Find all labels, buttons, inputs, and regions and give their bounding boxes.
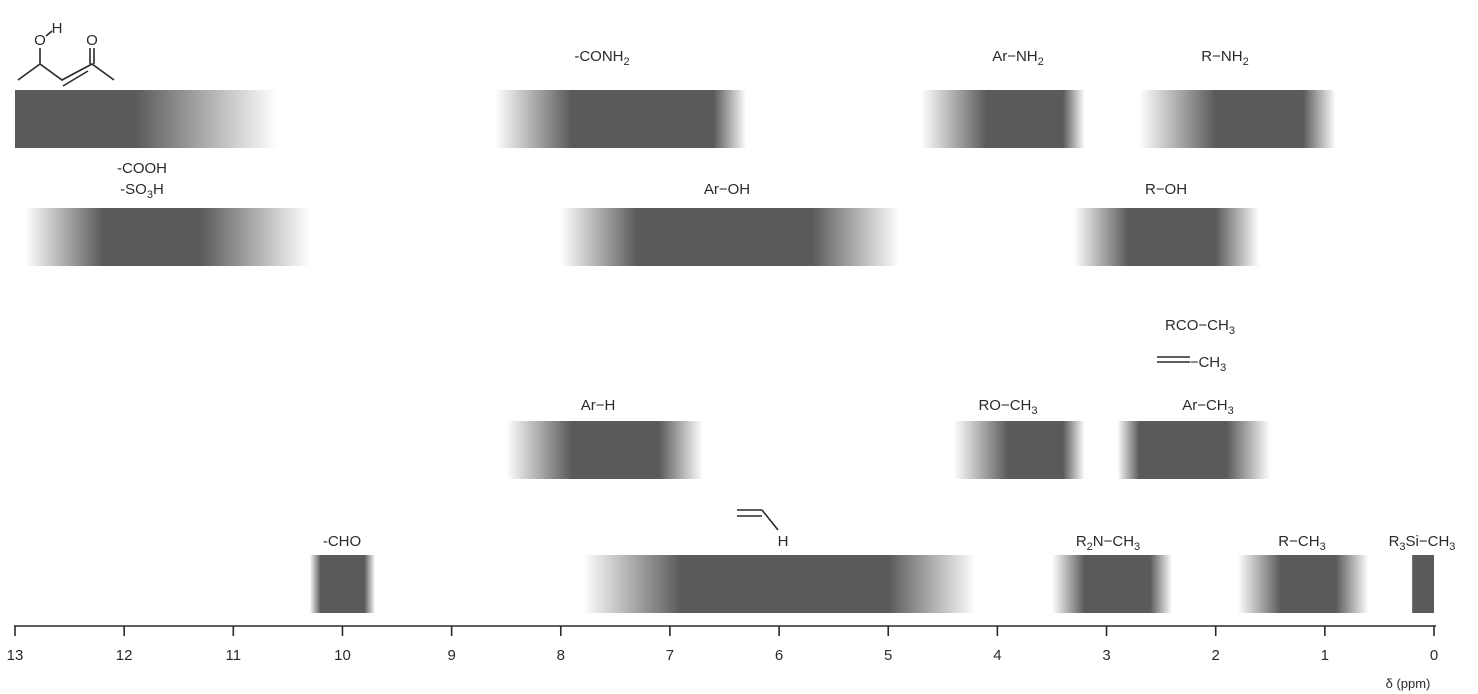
label-arnh2: Ar−NH2	[992, 48, 1044, 68]
label-conh2: -CONH2	[574, 48, 629, 68]
x-tick-label: 7	[666, 647, 674, 664]
band-1	[495, 90, 747, 148]
x-tick-label: 12	[116, 647, 133, 664]
band-5	[560, 208, 900, 266]
label-cooh: -COOH	[117, 160, 167, 177]
band-11	[582, 555, 976, 613]
band-13	[1237, 555, 1369, 613]
label-arch3: Ar−CH3	[1182, 397, 1234, 417]
x-tick-label: 9	[447, 647, 455, 664]
band-4	[25, 208, 310, 266]
band-2	[920, 90, 1085, 148]
label-cho: -CHO	[323, 533, 361, 550]
x-tick-label: 5	[884, 647, 892, 664]
enol-h-label: H	[52, 20, 63, 37]
enol-structure: O H O	[17, 20, 115, 87]
x-tick-label: 8	[557, 647, 565, 664]
band-7	[506, 421, 703, 479]
label-rnh2: R−NH2	[1201, 48, 1248, 68]
band-12	[1051, 555, 1173, 613]
label-vinyl-h: H	[778, 533, 789, 550]
enol-o-label: O	[34, 32, 46, 49]
enol-o2-label: O	[86, 32, 98, 49]
x-tick-label: 3	[1102, 647, 1110, 664]
label-rcoch3: RCO−CH3	[1165, 317, 1235, 337]
band-8	[953, 421, 1085, 479]
band-labels: -CONH2 Ar−NH2 R−NH2 -COOH -SO3H Ar−OH R−…	[117, 48, 1455, 553]
label-roh: R−OH	[1145, 181, 1187, 198]
band-0	[15, 90, 277, 148]
label-so3h: -SO3H	[120, 181, 164, 201]
x-tick-label: 0	[1430, 647, 1438, 664]
x-axis-label: δ (ppm)	[1386, 676, 1431, 691]
x-tick-label: 4	[993, 647, 1001, 664]
band-9	[1117, 421, 1271, 479]
band-10	[309, 555, 376, 613]
label-alkene-ch3: −CH3	[1190, 354, 1227, 374]
band-6	[1073, 208, 1260, 266]
label-r3sich3: R3Si−CH3	[1389, 533, 1456, 553]
x-tick-label: 2	[1212, 647, 1220, 664]
x-tick-label: 1	[1321, 647, 1329, 664]
label-roch3: RO−CH3	[978, 397, 1037, 417]
band-14	[1412, 555, 1434, 613]
x-axis: 13 12 11 10 9 8 7 6 5 4 3 2 1 0	[7, 625, 1438, 664]
band-3	[1139, 90, 1336, 148]
label-aroh: Ar−OH	[704, 181, 750, 198]
bands-layer	[15, 90, 1434, 613]
x-tick-label: 6	[775, 647, 783, 664]
label-arh: Ar−H	[581, 397, 616, 414]
x-tick-label: 10	[334, 647, 351, 664]
x-tick-label: 13	[7, 647, 24, 664]
label-r2nch3: R2N−CH3	[1076, 533, 1140, 553]
label-rch3: R−CH3	[1278, 533, 1325, 553]
x-tick-label: 11	[226, 647, 242, 664]
